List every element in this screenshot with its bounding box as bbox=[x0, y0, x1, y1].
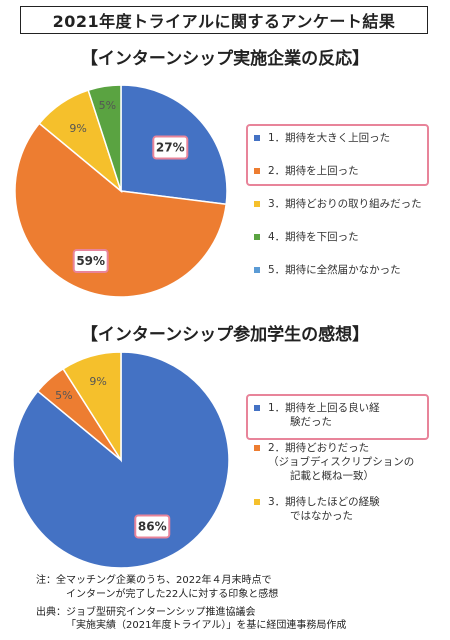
pie-chart-company-reactions: 27% 59% 9% 5% bbox=[14, 84, 228, 298]
legend-swatch bbox=[254, 405, 260, 411]
legend-item: 1．期待を上回る良い経験だった bbox=[254, 401, 444, 429]
data-label-box bbox=[152, 135, 189, 160]
pie-chart-student-impressions: 86% 5% 9% bbox=[12, 351, 230, 569]
legend-item: 3．期待したほどの経験 ではなかった bbox=[254, 495, 444, 523]
legend-label-line: 1．期待を上回る良い経 bbox=[268, 402, 380, 414]
legend1-highlight bbox=[246, 124, 429, 186]
data-label: 86% bbox=[138, 519, 167, 533]
source-line: 「実施実績（2021年度トライアル）」を基に経団連事務局作成 bbox=[66, 620, 347, 631]
legend-label: 1．期待を大きく上回った bbox=[268, 132, 391, 144]
legend-swatch bbox=[254, 168, 260, 174]
legend-item: 2．期待を上回った bbox=[254, 164, 444, 178]
legend-item: 4．期待を下回った bbox=[254, 230, 444, 244]
data-label: 59% bbox=[76, 254, 105, 268]
legend-label-line: （ジョブディスクリプションの bbox=[268, 456, 415, 468]
data-label-box bbox=[72, 249, 109, 274]
legend-swatch bbox=[254, 201, 260, 207]
legend-item: 5．期待に全然届かなかった bbox=[254, 263, 444, 277]
legend-swatch bbox=[254, 445, 260, 451]
data-label: 27% bbox=[156, 141, 185, 155]
legend-swatch bbox=[254, 267, 260, 273]
data-label: 5% bbox=[99, 99, 116, 112]
legend2-highlight bbox=[246, 394, 429, 440]
legend-label-line: 3．期待したほどの経験 bbox=[268, 496, 380, 508]
data-label: 5% bbox=[55, 389, 72, 402]
legend-item: 1．期待を大きく上回った bbox=[254, 131, 444, 145]
legend-item: 3．期待どおりの取り組みだった bbox=[254, 197, 444, 211]
legend-swatch bbox=[254, 499, 260, 505]
legend-label-line: 記載と概ね一致） bbox=[290, 470, 374, 482]
legend-label: 5．期待に全然届かなかった bbox=[268, 264, 401, 276]
legend-swatch bbox=[254, 234, 260, 240]
pie-slice bbox=[14, 122, 228, 298]
footnote: 注：全マッチング企業のうち、2022年４月末時点で インターンが完了した22人に… bbox=[36, 574, 278, 602]
data-label: 9% bbox=[69, 122, 86, 135]
legend-label-line: 2．期待どおりだった bbox=[268, 442, 370, 454]
footnote-line: インターンが完了した22人に対する印象と感想 bbox=[66, 589, 279, 600]
legend-label: 3．期待どおりの取り組みだった bbox=[268, 198, 422, 210]
page-title: 2021年度トライアルに関するアンケート結果 bbox=[20, 6, 428, 34]
legend-label: 4．期待を下回った bbox=[268, 231, 359, 243]
data-label-box bbox=[134, 514, 171, 539]
chart2-title: 【インターンシップ参加学生の感想】 bbox=[80, 325, 370, 345]
legend-label-line: 験だった bbox=[290, 416, 332, 428]
legend-label-line: ではなかった bbox=[290, 510, 353, 522]
chart1-title: 【インターンシップ実施企業の反応】 bbox=[80, 49, 370, 69]
pie-slice bbox=[87, 84, 122, 192]
legend-label: 2．期待を上回った bbox=[268, 165, 359, 177]
legend-item: 2．期待どおりだった （ジョブディスクリプションの記載と概ね一致） bbox=[254, 441, 444, 483]
chart1-legend: 1．期待を大きく上回った 2．期待を上回った 3．期待どおりの取り組みだった 4… bbox=[254, 131, 444, 296]
pie-slice bbox=[62, 351, 122, 463]
legend-swatch bbox=[254, 135, 260, 141]
source-note: 出典：ジョブ型研究インターンシップ推進協議会 「実施実績（2021年度トライアル… bbox=[36, 606, 346, 632]
source-line: 出典：ジョブ型研究インターンシップ推進協議会 bbox=[36, 607, 256, 618]
data-label: 9% bbox=[89, 375, 106, 388]
footnote-line: 注：全マッチング企業のうち、2022年４月末時点で bbox=[36, 575, 272, 586]
chart2-legend: 1．期待を上回る良い経験だった 2．期待どおりだった （ジョブディスクリプションの… bbox=[254, 401, 444, 535]
